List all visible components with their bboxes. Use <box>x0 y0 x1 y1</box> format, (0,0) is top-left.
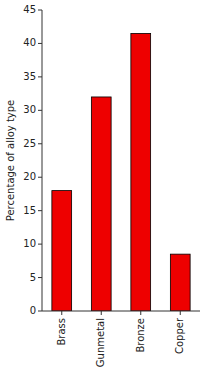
y-tick-label: 25 <box>23 138 36 149</box>
y-tick-label: 35 <box>23 71 36 82</box>
y-tick-label: 40 <box>23 37 36 48</box>
x-tick-label: Copper <box>174 317 185 354</box>
y-tick-label: 10 <box>23 238 36 249</box>
bar <box>170 254 190 311</box>
x-tick <box>140 311 141 315</box>
x-tick-label: Gunmetal <box>95 318 106 367</box>
y-tick <box>38 311 42 312</box>
chart-container: 0 5 10 15 20 25 30 35 40 45 Brass Gunmetal Bronze Cop… <box>0 0 208 377</box>
x-tick <box>101 311 102 315</box>
y-tick-label: 5 <box>30 272 36 283</box>
x-tick <box>180 311 181 315</box>
y-tick <box>38 210 42 211</box>
bar <box>52 191 72 311</box>
x-tick-label: Brass <box>56 318 67 346</box>
y-axis-label: Percentage of alloy type <box>5 100 16 222</box>
y-tick <box>38 177 42 178</box>
y-tick-label: 20 <box>23 171 36 182</box>
chart-svg: 0 5 10 15 20 25 30 35 40 45 Brass Gunmetal Bronze Cop… <box>0 0 208 377</box>
bars <box>52 33 190 311</box>
y-tick <box>38 143 42 144</box>
y-tick <box>38 277 42 278</box>
y-tick-label: 45 <box>23 4 36 15</box>
x-tick <box>61 311 62 315</box>
x-axis-line <box>42 311 200 312</box>
bar <box>131 33 151 311</box>
y-tick <box>38 244 42 245</box>
y-tick-label: 0 <box>30 305 36 316</box>
y-tick-label: 30 <box>23 104 36 115</box>
x-tick-label: Bronze <box>135 318 146 353</box>
axes: 0 5 10 15 20 25 30 35 40 45 Brass Gunmetal Bronze Cop… <box>23 4 200 367</box>
y-tick <box>38 43 42 44</box>
bar <box>91 97 111 311</box>
y-axis-line <box>42 10 43 311</box>
page: {"chart_data": {"type": "bar", "categori… <box>0 0 208 377</box>
y-tick-label: 15 <box>23 205 36 216</box>
y-tick <box>38 110 42 111</box>
y-tick <box>38 10 42 11</box>
y-tick <box>38 76 42 77</box>
